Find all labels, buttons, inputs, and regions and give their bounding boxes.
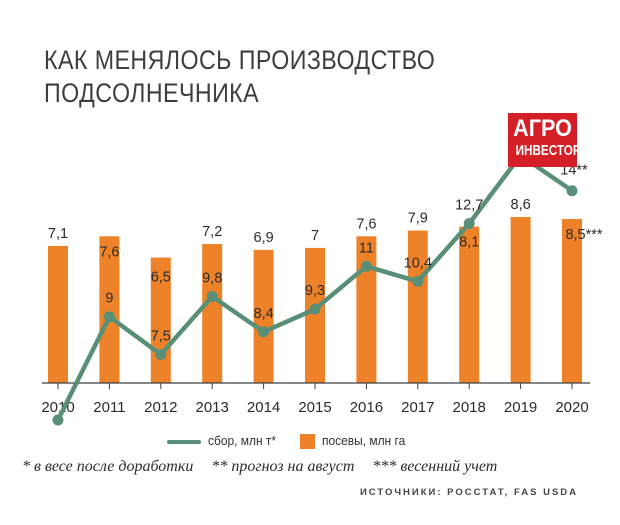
line-point-2014 <box>258 326 270 338</box>
line-point-2018 <box>463 217 475 229</box>
bar-2015 <box>305 247 325 383</box>
line-label-2016: 11 <box>359 240 374 256</box>
x-tick-label-2014: 2014 <box>247 399 280 416</box>
bar-2010 <box>48 245 68 383</box>
bar-label-2019: 8,6 <box>511 197 531 213</box>
bar-label-2018: 8,1 <box>459 235 479 251</box>
line-label-2013: 9,8 <box>202 271 222 287</box>
line-point-2010 <box>52 414 64 426</box>
line-point-2013 <box>206 291 218 303</box>
x-tick-label-2013: 2013 <box>196 399 229 416</box>
sources: ИСТОЧНИКИ: РОССТАТ, FAS USDA <box>359 487 578 498</box>
bar-label-2016: 7,6 <box>356 216 376 232</box>
bar-2011 <box>99 236 120 383</box>
bar-label-2013: 7,2 <box>202 224 222 240</box>
chart-title-line-1: КАК МЕНЯЛОСЬ ПРОИЗВОДСТВО <box>44 45 436 75</box>
legend-bar-swatch <box>300 434 315 449</box>
bar-2020 <box>562 218 582 383</box>
bar-2017 <box>407 230 428 383</box>
agroinvestor-logo: АГРО ИНВЕСТОР <box>508 113 581 167</box>
line-label-2018: 12,7 <box>455 197 483 213</box>
logo-line-2: ИНВЕСТОР <box>515 142 581 159</box>
footnote-1: * в весе после доработки <box>22 458 194 475</box>
x-tick-label-2012: 2012 <box>144 399 177 416</box>
line-label-2011: 9 <box>105 291 113 307</box>
bar-label-2010: 7,1 <box>48 226 68 242</box>
line-label-2015: 9,3 <box>305 283 325 299</box>
bar-label-2011: 7,6 <box>99 244 119 260</box>
bar-label-2017: 7,9 <box>408 211 428 227</box>
line-point-2012 <box>155 349 167 360</box>
x-tick-label-2019: 2019 <box>504 399 537 416</box>
bar-label-2015: 7 <box>311 228 319 244</box>
chart-title: КАК МЕНЯЛОСЬ ПРОИЗВОДСТВО ПОДСОЛНЕЧНИКА <box>44 44 435 110</box>
x-tick-label-2011: 2011 <box>93 399 125 416</box>
x-tick-label-2016: 2016 <box>350 399 383 416</box>
line-point-2020 <box>566 185 578 197</box>
footnote-2: ** прогноз на август <box>211 458 355 475</box>
line-label-2012: 7,5 <box>151 329 171 345</box>
bar-2013 <box>202 244 223 383</box>
footnote-3: *** весенний учет <box>372 458 498 475</box>
bar-label-2020: 8,5*** <box>565 227 602 243</box>
legend-label-area: посевы, млн га <box>322 433 406 448</box>
footnotes: * в весе после доработки ** прогноз на а… <box>22 458 612 476</box>
line-point-2015 <box>309 303 321 315</box>
bar-2016 <box>356 236 377 383</box>
x-tick-label-2017: 2017 <box>401 399 434 416</box>
bar-series: 7,1 7,6 6,5 7,2 6,9 7 7,6 7,9 8,1 8,6 8,5*** <box>48 197 603 383</box>
x-axis: 2010 2011 2012 2013 2014 2015 2016 2017 2018 2019… <box>41 382 590 416</box>
x-tick-label-2015: 2015 <box>298 399 331 416</box>
bar-label-2012: 6,5 <box>151 270 171 286</box>
bar-2014 <box>253 249 274 383</box>
chart-title-line-2: ПОДСОЛНЕЧНИКА <box>44 78 260 108</box>
chart: 7,17,66,57,2 6,9 77,6 7,98,18,68,5*** 2010 2… <box>41 129 603 426</box>
line-label-2017: 10,4 <box>404 255 432 271</box>
logo-line-1: АГРО <box>513 115 572 142</box>
bar-2018 <box>459 226 480 383</box>
line-point-2017 <box>412 275 424 287</box>
line-label-2014: 8,4 <box>254 306 274 322</box>
line-point-2016 <box>360 260 372 272</box>
x-tick-label-2018: 2018 <box>453 399 486 416</box>
legend: сбор, млн т* посевы, млн га <box>0 430 620 452</box>
line-point-2011 <box>103 311 115 323</box>
bar-2019 <box>510 217 531 383</box>
x-tick-label-2020: 2020 <box>555 399 588 416</box>
bar-label-2014: 6,9 <box>254 230 274 246</box>
legend-label-harvest: сбор, млн т* <box>208 433 277 448</box>
legend-line-swatch <box>167 440 201 444</box>
